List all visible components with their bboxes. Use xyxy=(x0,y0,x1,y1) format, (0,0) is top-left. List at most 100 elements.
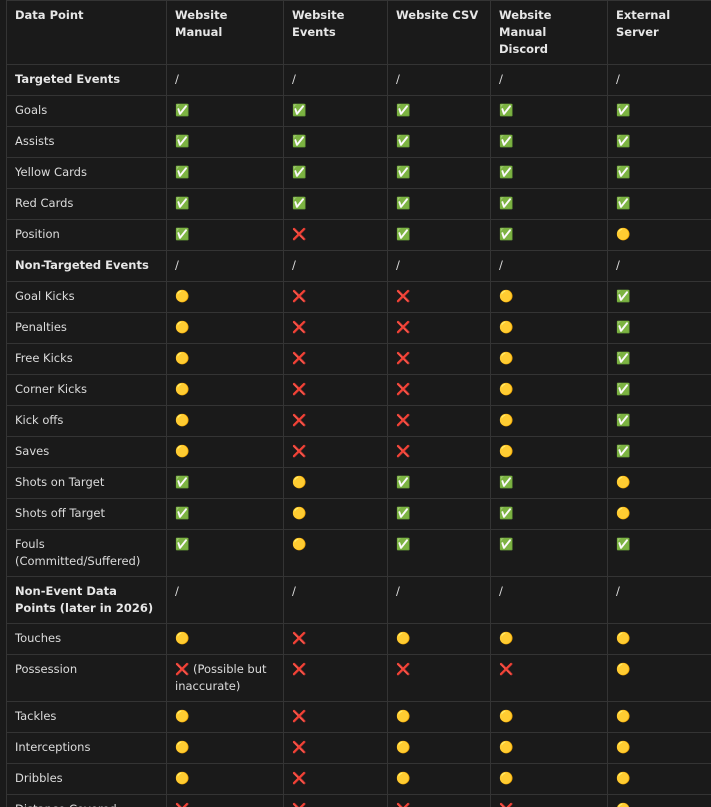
cell: 🟡 xyxy=(387,701,491,733)
cell: ❌ xyxy=(283,343,388,375)
cell: ✅ xyxy=(166,157,284,189)
cell: ❌ xyxy=(490,654,608,702)
cell: 🟡 xyxy=(166,701,284,733)
cell: ✅ xyxy=(490,219,608,251)
cell: 🟡 xyxy=(166,281,284,313)
table-row: Red Cards ✅ ✅ ✅ ✅ ✅ xyxy=(6,188,711,220)
cell: ✅ xyxy=(387,126,491,158)
cell: 🟡 xyxy=(490,374,608,406)
cell: 🟡 xyxy=(490,281,608,313)
cell: ❌ xyxy=(387,405,491,437)
row-label: Touches xyxy=(6,623,167,655)
cell: 🟡 xyxy=(387,763,491,795)
table-row: Tackles 🟡 ❌ 🟡 🟡 🟡 xyxy=(6,701,711,733)
cell: ❌ xyxy=(387,281,491,313)
table-row: Fouls (Committed/Suffered) ✅ 🟡 ✅ ✅ ✅ xyxy=(6,529,711,577)
cell: ✅ xyxy=(607,312,711,344)
row-label: Possession xyxy=(6,654,167,702)
cell: 🟡 xyxy=(166,436,284,468)
cell: ✅ xyxy=(283,188,388,220)
cell: 🟡 xyxy=(166,374,284,406)
table-body: Targeted Events / / / / / Goals ✅ ✅ ✅ ✅ ✅ Assists ✅ ✅ ✅… xyxy=(6,64,711,807)
row-label: Shots on Target xyxy=(6,467,167,499)
cell: ❌ xyxy=(283,794,388,807)
header-cell: External Server xyxy=(607,0,711,65)
cell: 🟡 xyxy=(607,498,711,530)
cell: ✅ xyxy=(166,188,284,220)
cell: ❌ xyxy=(283,374,388,406)
row-label: Fouls (Committed/Suffered) xyxy=(6,529,167,577)
cell: ❌ xyxy=(283,732,388,764)
cell: 🟡 xyxy=(490,732,608,764)
cell: 🟡 xyxy=(607,654,711,702)
row-label: Distance Covered xyxy=(6,794,167,807)
row-label: Dribbles xyxy=(6,763,167,795)
cell: / xyxy=(166,576,284,624)
cell: 🟡 xyxy=(490,701,608,733)
cell: ✅ xyxy=(490,126,608,158)
cell: 🟡 xyxy=(166,343,284,375)
cell: / xyxy=(387,576,491,624)
cell: ✅ xyxy=(387,529,491,577)
cell: ✅ xyxy=(166,219,284,251)
cell: / xyxy=(283,576,388,624)
cell: ✅ xyxy=(387,188,491,220)
cell: 🟡 xyxy=(166,763,284,795)
row-label: Yellow Cards xyxy=(6,157,167,189)
cell: 🟡 xyxy=(490,405,608,437)
cell: / xyxy=(607,250,711,282)
row-label: Targeted Events xyxy=(6,64,167,96)
table-row: Interceptions 🟡 ❌ 🟡 🟡 🟡 xyxy=(6,732,711,764)
cell: 🟡 xyxy=(166,312,284,344)
cell: ❌ xyxy=(387,654,491,702)
cell: ✅ xyxy=(607,374,711,406)
cell: ✅ xyxy=(607,126,711,158)
cell: ✅ xyxy=(490,95,608,127)
table-row: Possession ❌ (Possible but inaccurate) ❌ ❌ ❌… xyxy=(6,654,711,702)
table-row: Free Kicks 🟡 ❌ ❌ 🟡 ✅ xyxy=(6,343,711,375)
cell: ✅ xyxy=(607,529,711,577)
cell: ✅ xyxy=(607,188,711,220)
table-row: Position ✅ ❌ ✅ ✅ 🟡 xyxy=(6,219,711,251)
cell: ✅ xyxy=(387,95,491,127)
cell: 🟡 xyxy=(607,763,711,795)
cell: / xyxy=(283,64,388,96)
row-label: Tackles xyxy=(6,701,167,733)
cell: 🟡 xyxy=(607,219,711,251)
row-label: Corner Kicks xyxy=(6,374,167,406)
cell: ✅ xyxy=(490,498,608,530)
cell: ❌ xyxy=(283,623,388,655)
table-row: Touches 🟡 ❌ 🟡 🟡 🟡 xyxy=(6,623,711,655)
cell: ✅ xyxy=(490,529,608,577)
cell: ❌ xyxy=(490,794,608,807)
cell: 🟡 xyxy=(283,529,388,577)
table-row: Dribbles 🟡 ❌ 🟡 🟡 🟡 xyxy=(6,763,711,795)
cell: / xyxy=(607,64,711,96)
cell: 🟡 xyxy=(607,623,711,655)
row-label: Non-Targeted Events xyxy=(6,250,167,282)
cell: ✅ xyxy=(166,467,284,499)
cell: ❌ xyxy=(283,436,388,468)
table-row: Non-Event Data Points (later in 2026) / / /… xyxy=(6,576,711,624)
cell: ✅ xyxy=(607,343,711,375)
cell: ❌ xyxy=(283,701,388,733)
cell: ✅ xyxy=(387,219,491,251)
cell: ✅ xyxy=(283,157,388,189)
row-label: Free Kicks xyxy=(6,343,167,375)
cell: ❌ xyxy=(283,312,388,344)
cell: / xyxy=(166,250,284,282)
header-row: Data Point Website Manual Website Events We… xyxy=(6,0,711,65)
cell: ✅ xyxy=(607,157,711,189)
table-row: Yellow Cards ✅ ✅ ✅ ✅ ✅ xyxy=(6,157,711,189)
table-row: Distance Covered❌❌❌❌🟡 xyxy=(6,794,711,807)
cell: 🟡 xyxy=(490,312,608,344)
cell: ❌ xyxy=(387,312,491,344)
table-row: Corner Kicks 🟡 ❌ ❌ 🟡 ✅ xyxy=(6,374,711,406)
row-label: Kick offs xyxy=(6,405,167,437)
cell: ❌ xyxy=(387,436,491,468)
cell: / xyxy=(607,576,711,624)
row-label: Interceptions xyxy=(6,732,167,764)
row-label: Position xyxy=(6,219,167,251)
row-label: Goal Kicks xyxy=(6,281,167,313)
cell: 🟡 xyxy=(166,405,284,437)
